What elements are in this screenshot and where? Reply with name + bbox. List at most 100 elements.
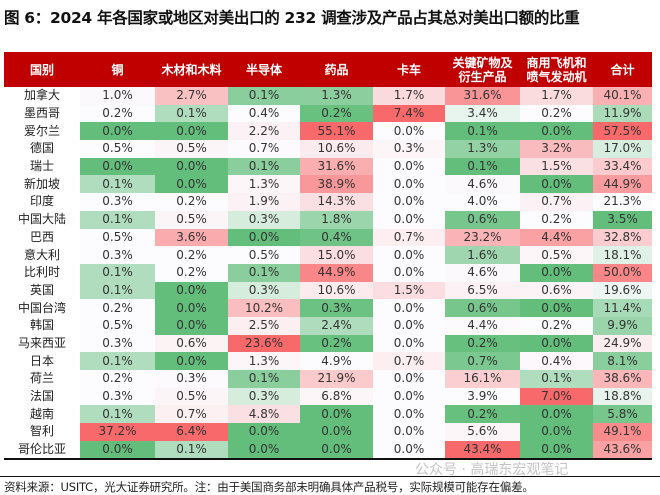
- table-row: 德国 0.5% 0.5% 0.7% 10.6% 0.3% 1.3% 3.2% 17.0%: [4, 140, 652, 158]
- value-cell: 0.0%: [155, 122, 228, 141]
- value-cell: 4.8%: [228, 405, 300, 424]
- value-cell: 0.0%: [373, 440, 445, 461]
- value-cell: 3.6%: [155, 228, 228, 247]
- value-cell: 0.5%: [155, 140, 228, 158]
- value-cell: 0.5%: [80, 316, 155, 335]
- value-cell: 50.0%: [593, 263, 652, 282]
- value-cell: 0.0%: [155, 352, 228, 370]
- value-cell: 0.0%: [373, 210, 445, 229]
- value-cell: 0.0%: [373, 299, 445, 317]
- value-cell: 0.2%: [300, 334, 373, 353]
- value-cell: 1.5%: [520, 157, 593, 176]
- table-row: 中国台湾 0.2% 0.0% 10.2% 0.3% 0.0% 0.6% 0.0% 11.4%: [4, 299, 652, 317]
- value-cell: 0.1%: [520, 370, 593, 388]
- value-cell: 17.0%: [593, 140, 652, 158]
- value-cell: 6.5%: [445, 281, 520, 300]
- value-cell: 18.1%: [593, 246, 652, 264]
- value-cell: 0.0%: [373, 263, 445, 282]
- value-cell: 38.9%: [300, 175, 373, 194]
- value-cell: 6.8%: [300, 387, 373, 406]
- value-cell: 32.8%: [593, 228, 652, 247]
- value-cell: 0.0%: [228, 423, 300, 441]
- column-header: 国别: [4, 52, 80, 87]
- table-row: 马来西亚 0.3% 0.6% 23.6% 0.2% 0.0% 0.2% 0.0% 24.9%: [4, 334, 652, 353]
- value-cell: 0.0%: [373, 122, 445, 141]
- value-cell: 0.1%: [228, 87, 300, 105]
- value-cell: 21.3%: [593, 193, 652, 211]
- value-cell: 16.1%: [445, 370, 520, 388]
- value-cell: 4.6%: [445, 175, 520, 194]
- table-row: 越南 0.1% 0.7% 4.8% 0.0% 0.0% 0.2% 0.0% 5.8%: [4, 405, 652, 424]
- value-cell: 4.4%: [520, 228, 593, 247]
- value-cell: 3.2%: [520, 140, 593, 158]
- value-cell: 1.8%: [300, 210, 373, 229]
- watermark: 公众号 · 高瑞东宏观笔记: [415, 462, 569, 478]
- value-cell: 0.0%: [300, 423, 373, 441]
- value-cell: 0.1%: [80, 210, 155, 229]
- value-cell: 0.0%: [373, 387, 445, 406]
- value-cell: 2.2%: [228, 122, 300, 141]
- column-header: 关键矿物及 衍生产品: [445, 52, 520, 87]
- table-row: 荷兰 0.2% 0.3% 0.1% 21.9% 0.0% 16.1% 0.1% 38.6%: [4, 370, 652, 388]
- country-cell: 中国大陆: [17, 212, 66, 227]
- table-row: 韩国 0.5% 0.0% 2.5% 2.4% 0.0% 4.4% 0.2% 9.9%: [4, 316, 652, 335]
- value-cell: 0.0%: [520, 423, 593, 441]
- value-cell: 0.2%: [520, 104, 593, 123]
- column-header: 药品: [300, 52, 373, 87]
- divider: [0, 476, 660, 477]
- value-cell: 0.5%: [520, 246, 593, 264]
- value-cell: 0.0%: [520, 263, 593, 282]
- value-cell: 24.9%: [593, 334, 652, 353]
- value-cell: 0.0%: [373, 334, 445, 353]
- value-cell: 0.3%: [300, 299, 373, 317]
- value-cell: 0.3%: [373, 140, 445, 158]
- value-cell: 55.1%: [300, 122, 373, 141]
- value-cell: 38.6%: [593, 370, 652, 388]
- value-cell: 0.6%: [155, 334, 228, 353]
- value-cell: 7.4%: [373, 104, 445, 123]
- value-cell: 0.2%: [445, 405, 520, 424]
- value-cell: 1.3%: [228, 175, 300, 194]
- table-row: 意大利 0.3% 0.2% 0.5% 15.0% 0.0% 1.6% 0.5% 18.1%: [4, 246, 652, 264]
- value-cell: 1.7%: [520, 87, 593, 105]
- value-cell: 44.9%: [593, 175, 652, 194]
- country-cell: 日本: [29, 353, 54, 368]
- value-cell: 0.1%: [80, 175, 155, 194]
- value-cell: 0.0%: [520, 122, 593, 141]
- value-cell: 0.5%: [80, 228, 155, 247]
- table-row: 哥伦比亚 0.0% 0.1% 0.0% 0.0% 0.0% 43.4% 0.0% 43.6%: [4, 440, 652, 461]
- country-cell: 中国台湾: [17, 300, 66, 315]
- value-cell: 0.7%: [373, 228, 445, 247]
- country-cell: 瑞士: [29, 159, 54, 174]
- value-cell: 5.8%: [593, 405, 652, 424]
- value-cell: 7.0%: [520, 387, 593, 406]
- value-cell: 0.0%: [520, 299, 593, 317]
- table-row: 智利 37.2% 6.4% 0.0% 0.0% 0.0% 5.6% 0.0% 49.1%: [4, 423, 652, 441]
- country-cell: 英国: [29, 282, 54, 297]
- value-cell: 0.1%: [155, 104, 228, 123]
- table-row: 英国 0.1% 0.0% 0.3% 10.6% 1.5% 6.5% 0.6% 19.6%: [4, 281, 652, 300]
- value-cell: 1.0%: [80, 87, 155, 105]
- value-cell: 1.7%: [373, 87, 445, 105]
- value-cell: 0.7%: [228, 140, 300, 158]
- value-cell: 0.2%: [155, 246, 228, 264]
- table-row: 新加坡 0.1% 0.0% 1.3% 38.9% 0.0% 4.6% 0.0% 44.9%: [4, 175, 652, 194]
- value-cell: 0.0%: [155, 316, 228, 335]
- country-cell: 韩国: [29, 318, 54, 333]
- country-cell: 印度: [29, 194, 54, 209]
- value-cell: 0.4%: [228, 104, 300, 123]
- value-cell: 49.1%: [593, 423, 652, 441]
- value-cell: 0.6%: [445, 299, 520, 317]
- value-cell: 14.3%: [300, 193, 373, 211]
- value-cell: 0.0%: [373, 175, 445, 194]
- column-header: 铜: [80, 52, 155, 87]
- value-cell: 0.7%: [155, 405, 228, 424]
- value-cell: 0.7%: [373, 352, 445, 370]
- value-cell: 0.3%: [228, 210, 300, 229]
- table-row: 比利时 0.1% 0.2% 0.1% 44.9% 0.0% 4.6% 0.0% 50.0%: [4, 263, 652, 282]
- column-header: 商用飞机和 喷气发动机: [520, 52, 593, 87]
- table-row: 加拿大 1.0% 2.7% 0.1% 1.3% 1.7% 31.6% 1.7% 40.1%: [4, 87, 652, 105]
- value-cell: 0.0%: [80, 440, 155, 461]
- value-cell: 0.3%: [80, 246, 155, 264]
- value-cell: 0.2%: [520, 210, 593, 229]
